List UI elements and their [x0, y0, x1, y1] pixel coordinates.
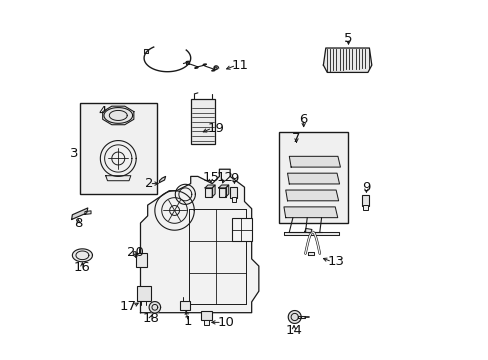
Bar — [137, 286, 151, 301]
Polygon shape — [149, 302, 160, 313]
Bar — [231, 197, 235, 202]
Text: 6: 6 — [299, 113, 307, 126]
Bar — [218, 188, 225, 197]
Polygon shape — [186, 60, 189, 64]
Polygon shape — [144, 49, 147, 53]
Text: 17: 17 — [120, 300, 137, 313]
Polygon shape — [72, 208, 88, 220]
Polygon shape — [85, 211, 91, 215]
Polygon shape — [308, 252, 313, 255]
Polygon shape — [289, 156, 340, 167]
Polygon shape — [133, 252, 136, 257]
Text: 9: 9 — [230, 172, 238, 185]
Polygon shape — [140, 169, 258, 313]
Polygon shape — [212, 185, 215, 197]
Bar — [201, 311, 211, 320]
Bar — [278, 132, 348, 223]
Polygon shape — [284, 207, 337, 218]
Text: 8: 8 — [74, 217, 82, 230]
Polygon shape — [159, 176, 165, 183]
Text: 18: 18 — [142, 312, 159, 325]
Text: 1: 1 — [183, 315, 192, 328]
Text: 16: 16 — [74, 261, 91, 274]
Bar — [361, 195, 368, 206]
Bar — [363, 206, 367, 210]
Text: 2: 2 — [145, 177, 153, 190]
Text: 9: 9 — [362, 181, 370, 194]
Polygon shape — [218, 185, 228, 188]
Polygon shape — [225, 185, 228, 197]
Polygon shape — [204, 185, 215, 188]
Bar — [230, 187, 237, 198]
Text: 5: 5 — [344, 32, 352, 45]
Bar — [204, 188, 212, 197]
Bar — [136, 253, 146, 267]
Text: 15: 15 — [202, 171, 219, 184]
Polygon shape — [104, 108, 132, 123]
Text: 10: 10 — [217, 316, 234, 329]
Text: 11: 11 — [231, 59, 248, 72]
Text: 19: 19 — [207, 122, 224, 135]
Polygon shape — [105, 176, 131, 181]
Text: 13: 13 — [327, 255, 344, 268]
Polygon shape — [323, 48, 371, 72]
Polygon shape — [304, 228, 311, 233]
Bar — [190, 99, 215, 144]
Text: 4: 4 — [98, 105, 106, 118]
Polygon shape — [285, 190, 338, 201]
Polygon shape — [287, 311, 301, 323]
Polygon shape — [284, 232, 338, 235]
Bar — [203, 320, 209, 325]
Text: 3: 3 — [70, 147, 79, 159]
Polygon shape — [72, 249, 92, 262]
Polygon shape — [287, 173, 339, 184]
Bar — [80, 103, 156, 194]
Bar — [180, 301, 190, 310]
Text: 14: 14 — [285, 324, 302, 337]
Text: 7: 7 — [292, 132, 300, 145]
Polygon shape — [298, 316, 304, 318]
Bar — [231, 218, 251, 241]
Text: 12: 12 — [216, 171, 233, 184]
Text: 20: 20 — [126, 246, 143, 259]
